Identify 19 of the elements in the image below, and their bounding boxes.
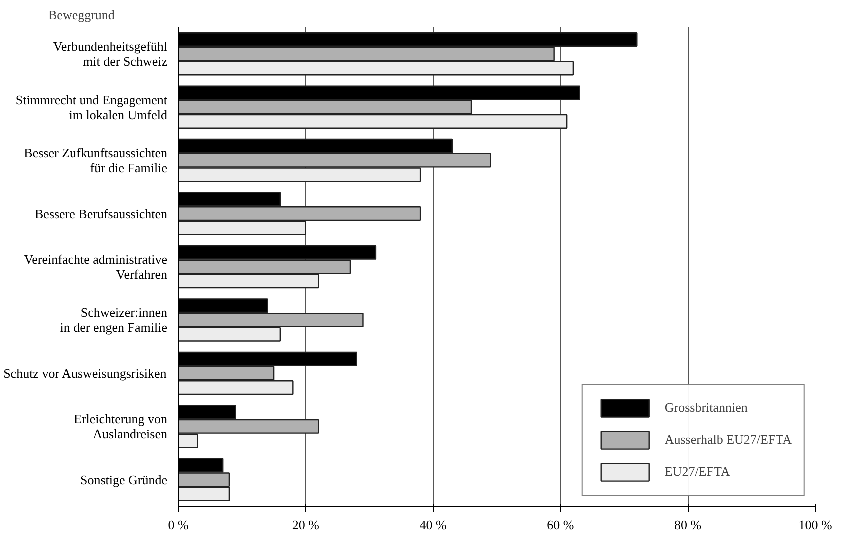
legend-label: Grossbritannien xyxy=(664,400,748,416)
x-tick-label: 20 % xyxy=(292,518,320,532)
y-tick-label: Vereinfachte administrative Verfahren xyxy=(24,252,168,282)
y-tick-label: Schweizer:innen in der engen Familie xyxy=(60,305,168,336)
y-tick-label: Stimmrecht und Engagement im lokalen Umfeld xyxy=(16,92,168,122)
y-tick-label: Erleichterung von Auslandreisen xyxy=(74,412,168,442)
y-tick-label: Bessere Berufsaussichten xyxy=(35,206,168,222)
y-tick-label: Verbundenheitsgefühl mit der Schweiz xyxy=(53,39,168,70)
x-tick-label: 0 % xyxy=(168,518,189,532)
y-tick-label: Besser Zufkunftsaussichten für die Familie xyxy=(24,146,168,176)
x-tick-label: 80 % xyxy=(674,518,702,532)
x-tick-label: 60 % xyxy=(547,518,574,532)
y-tick-label: Sonstige Gründe xyxy=(80,472,168,488)
x-tick-label: 40 % xyxy=(420,518,448,532)
legend-label: EU27/EFTA xyxy=(664,464,730,480)
x-tick-label: 100 % xyxy=(798,518,832,532)
y-tick-label: Schutz vor Ausweisungsrisiken xyxy=(4,366,168,381)
y-axis-title: Beweggrund xyxy=(48,8,116,22)
legend-label: Ausserhalb EU27/EFTA xyxy=(664,432,792,448)
